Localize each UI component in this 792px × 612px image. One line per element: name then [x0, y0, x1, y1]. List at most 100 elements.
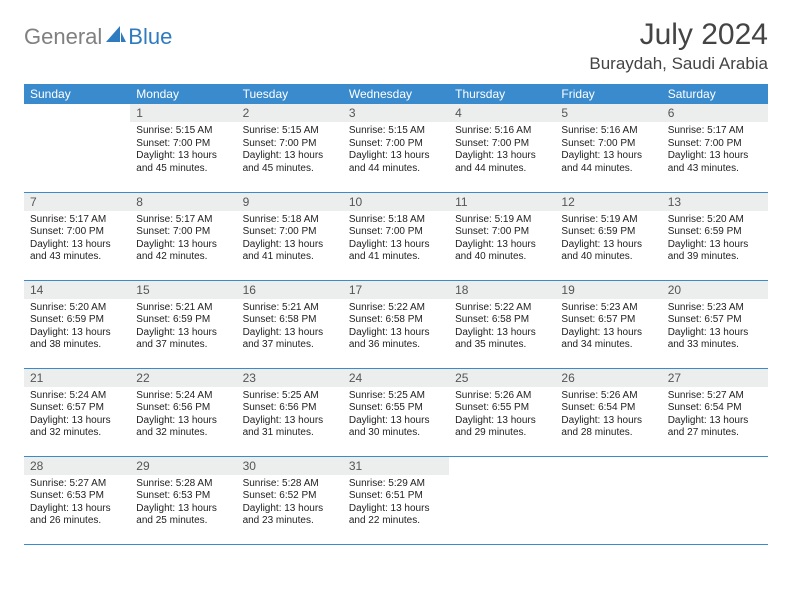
day-number: 22 — [130, 369, 236, 387]
day-details: Sunrise: 5:25 AM Sunset: 6:56 PM Dayligh… — [237, 387, 343, 444]
month-title: July 2024 — [589, 18, 768, 52]
day-number: 23 — [237, 369, 343, 387]
weekday-header: Monday — [130, 84, 236, 104]
day-number: 14 — [24, 281, 130, 299]
day-number: 24 — [343, 369, 449, 387]
calendar-cell: 7Sunrise: 5:17 AM Sunset: 7:00 PM Daylig… — [24, 192, 130, 280]
calendar-cell: 10Sunrise: 5:18 AM Sunset: 7:00 PM Dayli… — [343, 192, 449, 280]
calendar-cell: 17Sunrise: 5:22 AM Sunset: 6:58 PM Dayli… — [343, 280, 449, 368]
calendar-cell: 28Sunrise: 5:27 AM Sunset: 6:53 PM Dayli… — [24, 456, 130, 544]
day-details: Sunrise: 5:23 AM Sunset: 6:57 PM Dayligh… — [555, 299, 661, 356]
day-details: Sunrise: 5:16 AM Sunset: 7:00 PM Dayligh… — [449, 122, 555, 179]
day-number: 19 — [555, 281, 661, 299]
weekday-header: Thursday — [449, 84, 555, 104]
day-details: Sunrise: 5:27 AM Sunset: 6:54 PM Dayligh… — [662, 387, 768, 444]
calendar-cell: 15Sunrise: 5:21 AM Sunset: 6:59 PM Dayli… — [130, 280, 236, 368]
day-details: Sunrise: 5:29 AM Sunset: 6:51 PM Dayligh… — [343, 475, 449, 532]
location: Buraydah, Saudi Arabia — [589, 54, 768, 74]
calendar-cell: .. — [662, 456, 768, 544]
calendar-cell: 23Sunrise: 5:25 AM Sunset: 6:56 PM Dayli… — [237, 368, 343, 456]
calendar-table: Sunday Monday Tuesday Wednesday Thursday… — [24, 84, 768, 545]
day-number: 6 — [662, 104, 768, 122]
day-details: Sunrise: 5:26 AM Sunset: 6:54 PM Dayligh… — [555, 387, 661, 444]
day-details: Sunrise: 5:18 AM Sunset: 7:00 PM Dayligh… — [343, 211, 449, 268]
day-number: 7 — [24, 193, 130, 211]
logo-sail-icon — [106, 26, 126, 49]
day-number: 29 — [130, 457, 236, 475]
day-details: Sunrise: 5:28 AM Sunset: 6:52 PM Dayligh… — [237, 475, 343, 532]
calendar-cell: 6Sunrise: 5:17 AM Sunset: 7:00 PM Daylig… — [662, 104, 768, 192]
calendar-cell: 22Sunrise: 5:24 AM Sunset: 6:56 PM Dayli… — [130, 368, 236, 456]
calendar-cell: 3Sunrise: 5:15 AM Sunset: 7:00 PM Daylig… — [343, 104, 449, 192]
day-number: 1 — [130, 104, 236, 122]
day-details: Sunrise: 5:22 AM Sunset: 6:58 PM Dayligh… — [343, 299, 449, 356]
logo-text-blue: Blue — [128, 24, 172, 50]
calendar-cell: 14Sunrise: 5:20 AM Sunset: 6:59 PM Dayli… — [24, 280, 130, 368]
calendar-row: 7Sunrise: 5:17 AM Sunset: 7:00 PM Daylig… — [24, 192, 768, 280]
day-details: Sunrise: 5:18 AM Sunset: 7:00 PM Dayligh… — [237, 211, 343, 268]
day-number: 20 — [662, 281, 768, 299]
day-number: 15 — [130, 281, 236, 299]
calendar-cell: 9Sunrise: 5:18 AM Sunset: 7:00 PM Daylig… — [237, 192, 343, 280]
day-details: Sunrise: 5:16 AM Sunset: 7:00 PM Dayligh… — [555, 122, 661, 179]
calendar-cell: 29Sunrise: 5:28 AM Sunset: 6:53 PM Dayli… — [130, 456, 236, 544]
day-number: 10 — [343, 193, 449, 211]
calendar-cell: 2Sunrise: 5:15 AM Sunset: 7:00 PM Daylig… — [237, 104, 343, 192]
day-details: Sunrise: 5:17 AM Sunset: 7:00 PM Dayligh… — [24, 211, 130, 268]
weekday-header: Wednesday — [343, 84, 449, 104]
day-details: Sunrise: 5:21 AM Sunset: 6:58 PM Dayligh… — [237, 299, 343, 356]
weekday-header: Tuesday — [237, 84, 343, 104]
weekday-header: Friday — [555, 84, 661, 104]
day-details: Sunrise: 5:22 AM Sunset: 6:58 PM Dayligh… — [449, 299, 555, 356]
day-number: 11 — [449, 193, 555, 211]
calendar-cell: 19Sunrise: 5:23 AM Sunset: 6:57 PM Dayli… — [555, 280, 661, 368]
day-number: 21 — [24, 369, 130, 387]
weekday-header: Sunday — [24, 84, 130, 104]
calendar-cell: 26Sunrise: 5:26 AM Sunset: 6:54 PM Dayli… — [555, 368, 661, 456]
day-number: 18 — [449, 281, 555, 299]
calendar-row: 28Sunrise: 5:27 AM Sunset: 6:53 PM Dayli… — [24, 456, 768, 544]
calendar-cell: .. — [24, 104, 130, 192]
calendar-cell: 21Sunrise: 5:24 AM Sunset: 6:57 PM Dayli… — [24, 368, 130, 456]
logo-text-gray: General — [24, 24, 102, 50]
day-number: 4 — [449, 104, 555, 122]
day-details: Sunrise: 5:20 AM Sunset: 6:59 PM Dayligh… — [24, 299, 130, 356]
day-details: Sunrise: 5:23 AM Sunset: 6:57 PM Dayligh… — [662, 299, 768, 356]
day-number: 16 — [237, 281, 343, 299]
day-details: Sunrise: 5:24 AM Sunset: 6:57 PM Dayligh… — [24, 387, 130, 444]
logo: General Blue — [24, 24, 172, 50]
calendar-row: ..1Sunrise: 5:15 AM Sunset: 7:00 PM Dayl… — [24, 104, 768, 192]
day-details: Sunrise: 5:26 AM Sunset: 6:55 PM Dayligh… — [449, 387, 555, 444]
calendar-cell: 30Sunrise: 5:28 AM Sunset: 6:52 PM Dayli… — [237, 456, 343, 544]
day-details: Sunrise: 5:28 AM Sunset: 6:53 PM Dayligh… — [130, 475, 236, 532]
calendar-cell: 5Sunrise: 5:16 AM Sunset: 7:00 PM Daylig… — [555, 104, 661, 192]
calendar-cell: 24Sunrise: 5:25 AM Sunset: 6:55 PM Dayli… — [343, 368, 449, 456]
calendar-cell: 11Sunrise: 5:19 AM Sunset: 7:00 PM Dayli… — [449, 192, 555, 280]
calendar-cell: 4Sunrise: 5:16 AM Sunset: 7:00 PM Daylig… — [449, 104, 555, 192]
day-details: Sunrise: 5:15 AM Sunset: 7:00 PM Dayligh… — [130, 122, 236, 179]
day-number: 8 — [130, 193, 236, 211]
calendar-cell: 25Sunrise: 5:26 AM Sunset: 6:55 PM Dayli… — [449, 368, 555, 456]
day-details: Sunrise: 5:25 AM Sunset: 6:55 PM Dayligh… — [343, 387, 449, 444]
calendar-cell: 1Sunrise: 5:15 AM Sunset: 7:00 PM Daylig… — [130, 104, 236, 192]
day-details: Sunrise: 5:17 AM Sunset: 7:00 PM Dayligh… — [130, 211, 236, 268]
weekday-header-row: Sunday Monday Tuesday Wednesday Thursday… — [24, 84, 768, 104]
calendar-cell: 13Sunrise: 5:20 AM Sunset: 6:59 PM Dayli… — [662, 192, 768, 280]
day-details: Sunrise: 5:17 AM Sunset: 7:00 PM Dayligh… — [662, 122, 768, 179]
calendar-body: ..1Sunrise: 5:15 AM Sunset: 7:00 PM Dayl… — [24, 104, 768, 544]
calendar-row: 21Sunrise: 5:24 AM Sunset: 6:57 PM Dayli… — [24, 368, 768, 456]
day-number: 9 — [237, 193, 343, 211]
day-details: Sunrise: 5:27 AM Sunset: 6:53 PM Dayligh… — [24, 475, 130, 532]
day-number: 2 — [237, 104, 343, 122]
day-number: 17 — [343, 281, 449, 299]
title-block: July 2024 Buraydah, Saudi Arabia — [589, 18, 768, 74]
day-details: Sunrise: 5:21 AM Sunset: 6:59 PM Dayligh… — [130, 299, 236, 356]
day-number: 13 — [662, 193, 768, 211]
calendar-cell: .. — [449, 456, 555, 544]
calendar-cell: 27Sunrise: 5:27 AM Sunset: 6:54 PM Dayli… — [662, 368, 768, 456]
day-details: Sunrise: 5:20 AM Sunset: 6:59 PM Dayligh… — [662, 211, 768, 268]
day-number: 3 — [343, 104, 449, 122]
calendar-cell: 8Sunrise: 5:17 AM Sunset: 7:00 PM Daylig… — [130, 192, 236, 280]
calendar-row: 14Sunrise: 5:20 AM Sunset: 6:59 PM Dayli… — [24, 280, 768, 368]
day-number: 25 — [449, 369, 555, 387]
